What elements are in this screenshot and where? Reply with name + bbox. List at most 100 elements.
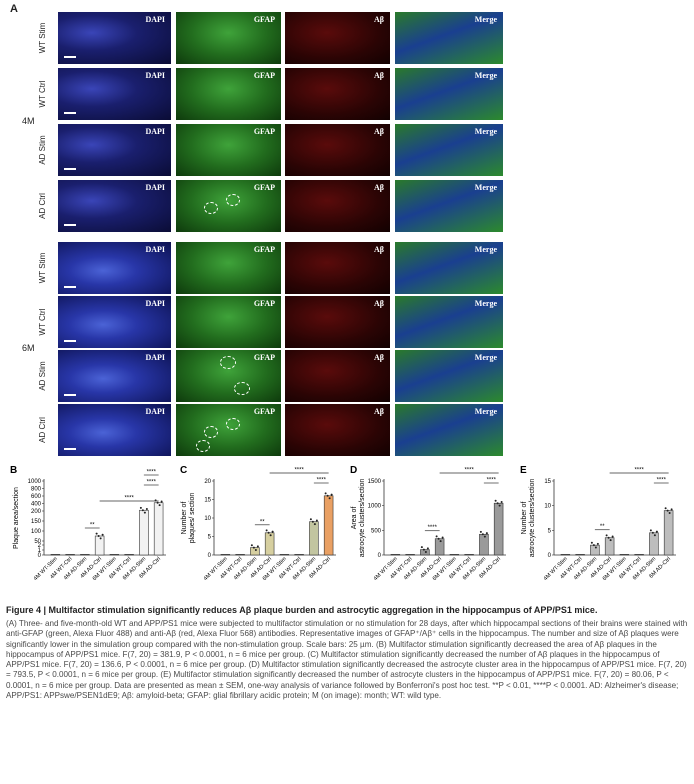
micrograph-4m-ad-stim-merge: Merge xyxy=(395,124,503,176)
caption-title: Figure 4 | Multifactor stimulation signi… xyxy=(6,605,598,615)
bar xyxy=(560,554,571,556)
data-point xyxy=(252,546,255,549)
data-point xyxy=(607,536,610,539)
significance-label: ** xyxy=(260,519,265,525)
micrograph-6m-wt-ctrl-ab: Aβ xyxy=(285,296,390,348)
micrograph-6m-wt-stim-gfap: GFAP xyxy=(176,242,281,294)
data-point xyxy=(494,499,497,502)
channel-label: Merge xyxy=(474,299,497,308)
data-point xyxy=(437,537,440,540)
data-point xyxy=(435,535,438,538)
channel-label: DAPI xyxy=(145,299,165,308)
channel-label: GFAP xyxy=(253,353,275,362)
channel-label: Aβ xyxy=(374,353,384,362)
data-point xyxy=(498,504,501,507)
bar xyxy=(590,544,600,556)
y-tick-label: 0 xyxy=(208,553,212,559)
channel-label: Merge xyxy=(474,407,497,416)
chart-e: E 0 5 10 15 Number ofastrocyte clusters/secti… xyxy=(520,465,676,582)
y-axis-label-line: astrocyte clusters/section xyxy=(359,479,366,558)
data-point xyxy=(328,497,331,500)
bar xyxy=(493,502,504,556)
y-tick-label: 1500 xyxy=(368,479,382,485)
micrograph-4m-wt-ctrl-merge: Merge xyxy=(395,68,503,120)
data-point xyxy=(424,550,427,553)
data-point xyxy=(313,523,316,526)
y-axis-label-line: Area of xyxy=(351,507,358,530)
channel-label: Aβ xyxy=(374,71,384,80)
data-point xyxy=(483,535,486,538)
bar xyxy=(634,554,644,556)
channel-label: GFAP xyxy=(253,15,275,24)
micrograph-6m-wt-ctrl-gfap: GFAP xyxy=(176,296,281,348)
channel-label: GFAP xyxy=(253,407,275,416)
plaque-marker xyxy=(234,382,250,395)
micrograph-6m-ad-ctrl-dapi: DAPI xyxy=(58,404,171,456)
channel-label: DAPI xyxy=(145,127,165,136)
y-tick-label: 1000 xyxy=(28,479,42,485)
channel-label: Aβ xyxy=(374,245,384,254)
scale-bar xyxy=(64,448,76,450)
data-point xyxy=(141,509,144,512)
micrograph-4m-wt-stim-gfap: GFAP xyxy=(176,12,281,64)
bar xyxy=(294,554,304,556)
data-point xyxy=(500,501,503,503)
channel-label: Merge xyxy=(474,353,497,362)
y-tick-label: 1 xyxy=(38,548,42,554)
scale-bar xyxy=(64,340,76,342)
data-point xyxy=(479,530,482,533)
micrograph-4m-wt-ctrl-dapi: DAPI xyxy=(58,68,171,120)
y-tick-label: 400 xyxy=(31,502,42,508)
significance-label: **** xyxy=(147,480,157,486)
micrograph-6m-wt-stim-ab: Aβ xyxy=(285,242,390,294)
panel-letter: B xyxy=(10,465,17,476)
data-point xyxy=(309,518,312,521)
plaque-marker xyxy=(226,418,240,430)
plaque-marker xyxy=(220,356,236,369)
data-point xyxy=(481,533,484,536)
micrograph-6m-wt-ctrl-merge: Merge xyxy=(395,296,503,348)
data-point xyxy=(596,542,599,545)
bar xyxy=(575,554,585,556)
data-point xyxy=(422,548,425,551)
micrograph-4m-wt-stim-dapi: DAPI xyxy=(58,12,171,64)
channel-label: Aβ xyxy=(374,127,384,136)
y-tick-label: 5 xyxy=(208,535,212,541)
micrograph-4m-ad-stim-dapi: DAPI xyxy=(58,124,171,176)
significance-label: **** xyxy=(487,478,497,484)
caption-body: (A) Three- and five-month-old WT and APP… xyxy=(6,619,688,701)
bar xyxy=(663,510,674,556)
data-point xyxy=(269,534,272,537)
data-point xyxy=(670,508,673,511)
row-label-4m-wt-stim: WT Stim xyxy=(38,22,47,54)
channel-label: DAPI xyxy=(145,407,165,416)
bar xyxy=(139,509,149,556)
data-point xyxy=(439,540,442,543)
bar xyxy=(390,554,401,556)
significance-label: **** xyxy=(147,470,157,476)
significance-label: **** xyxy=(464,468,474,474)
data-point xyxy=(420,546,423,549)
bar xyxy=(619,554,630,556)
channel-label: GFAP xyxy=(253,71,275,80)
bar xyxy=(649,532,659,556)
y-tick-label: 10 xyxy=(204,516,211,522)
y-tick-label: 0 xyxy=(38,553,42,559)
bar xyxy=(235,554,245,556)
bar xyxy=(604,537,615,556)
data-point xyxy=(605,534,608,537)
data-point xyxy=(256,545,259,548)
data-point xyxy=(271,530,274,533)
y-tick-label: 600 xyxy=(31,494,42,500)
data-point xyxy=(265,529,268,532)
significance-label: **** xyxy=(634,468,644,474)
bar xyxy=(309,521,319,556)
scale-bar xyxy=(64,394,76,396)
micrograph-6m-wt-stim-merge: Merge xyxy=(395,242,503,294)
y-axis-label-line: plaques/ section xyxy=(189,493,196,544)
bar xyxy=(80,554,90,556)
data-point xyxy=(441,536,444,539)
data-point xyxy=(97,535,100,537)
significance-label: **** xyxy=(657,478,667,484)
micrograph-4m-ad-ctrl-merge: Merge xyxy=(395,180,503,232)
